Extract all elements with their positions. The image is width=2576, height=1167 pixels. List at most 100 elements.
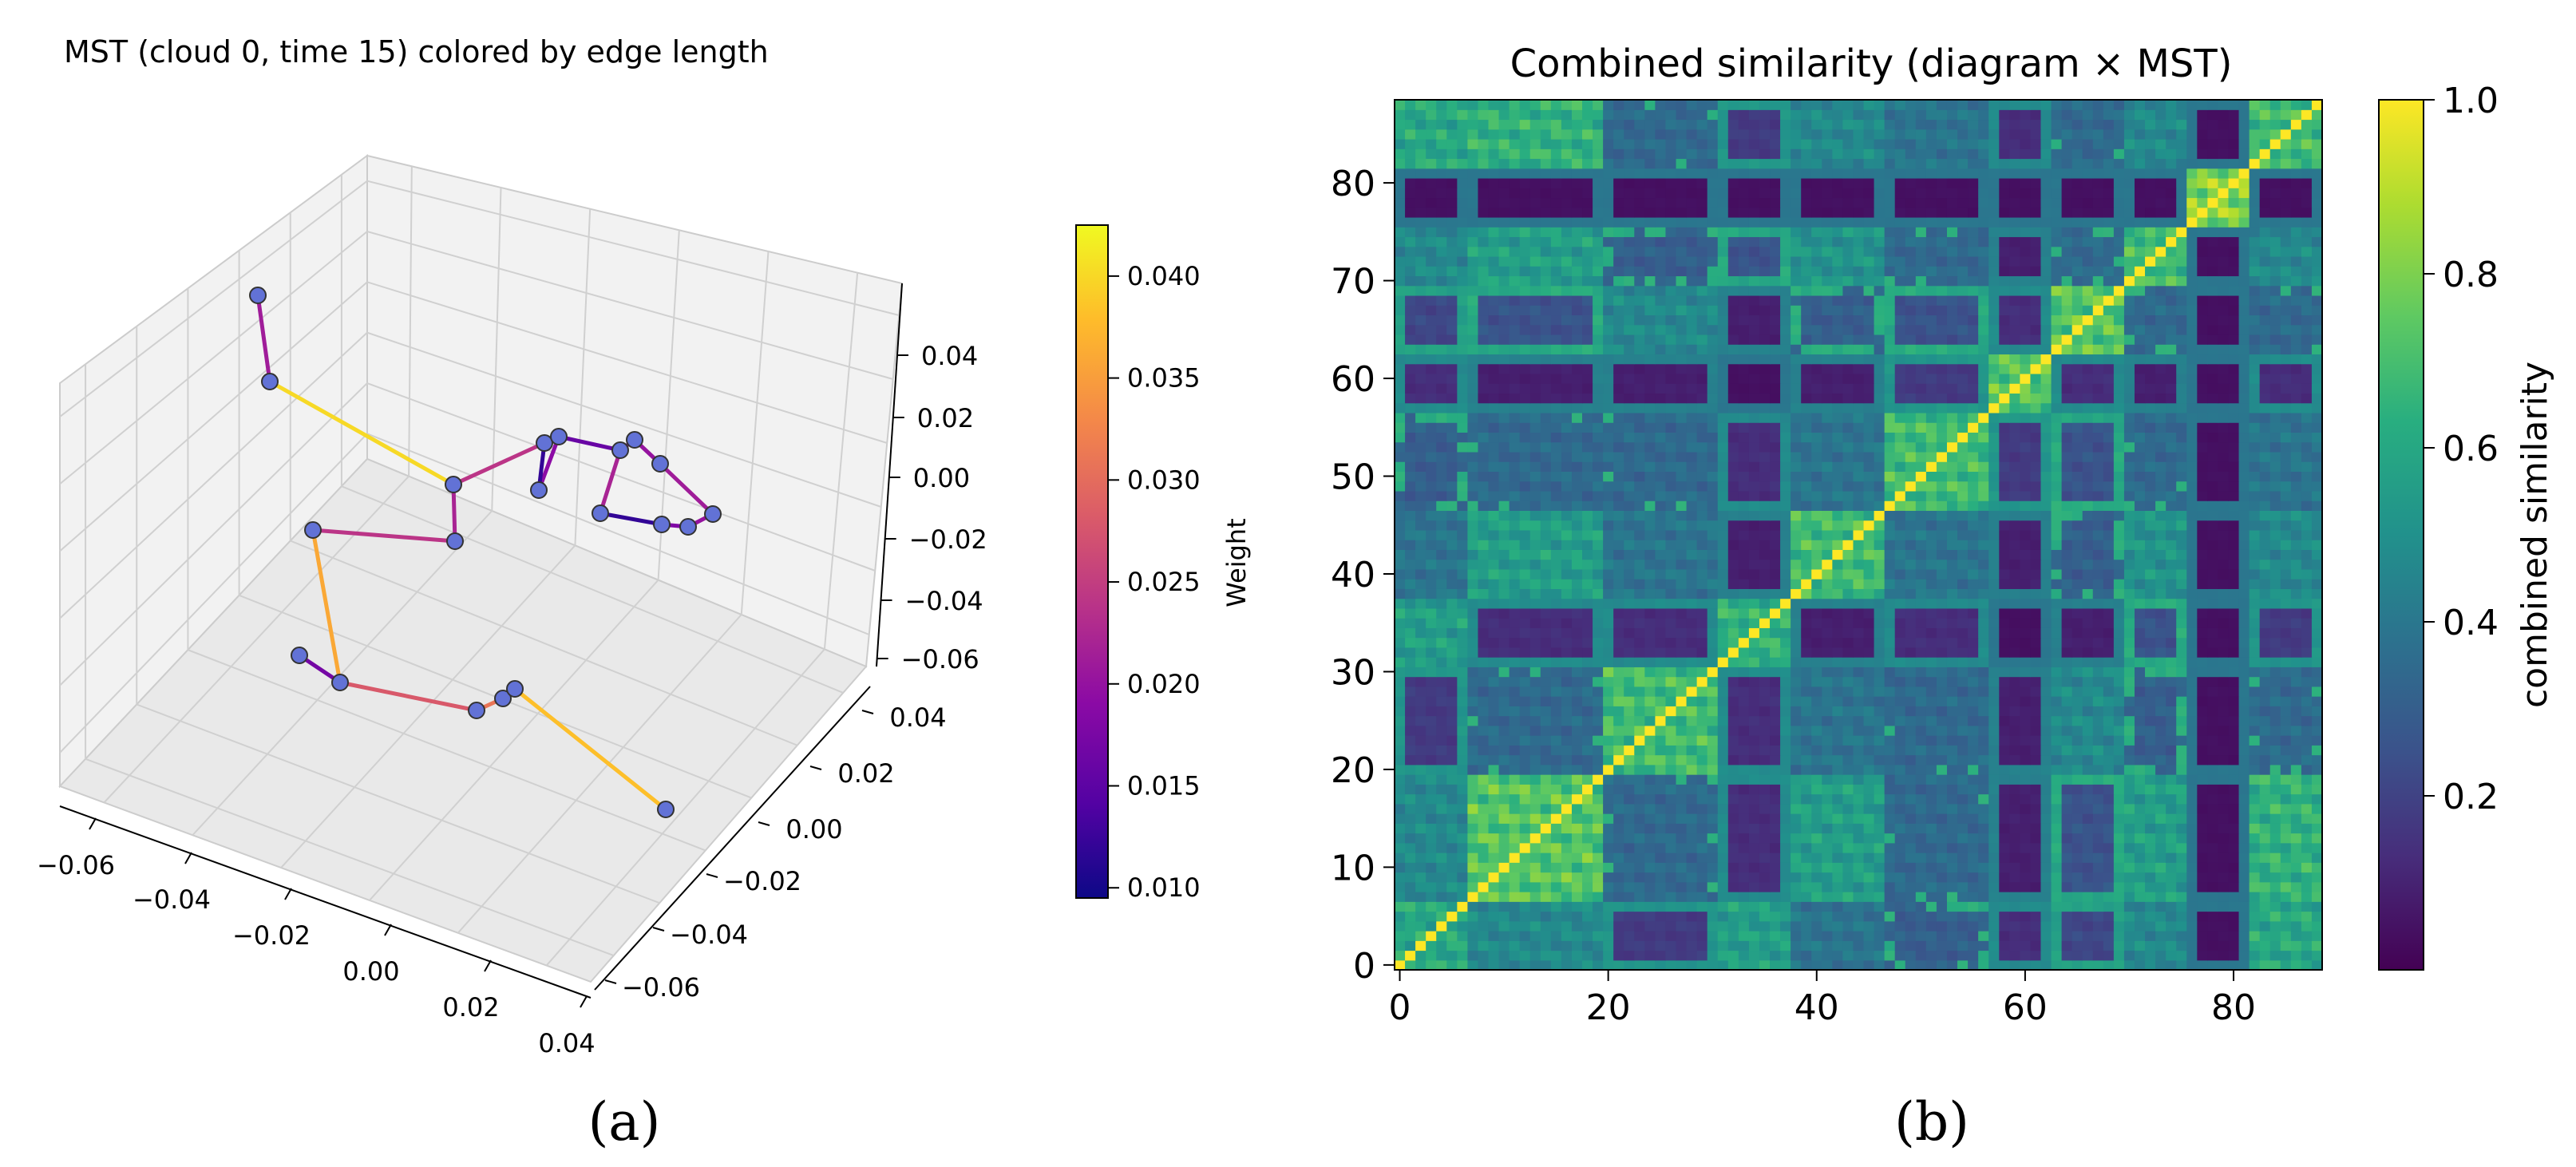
heatmap-cell xyxy=(1446,588,1458,599)
heatmap-cell xyxy=(1748,540,1760,550)
heatmap-cell xyxy=(1655,676,1667,687)
heatmap-cell xyxy=(2009,588,2020,599)
heatmap-cell xyxy=(1426,490,1437,501)
heatmap-cell xyxy=(2030,793,2042,805)
heatmap-cell xyxy=(1811,540,1822,550)
heatmap-cell xyxy=(1822,764,1833,775)
heatmap-cell xyxy=(1519,529,1531,540)
heatmap-cell xyxy=(1946,745,1958,756)
heatmap-cell xyxy=(1894,892,1906,902)
heatmap-cell xyxy=(1571,657,1583,667)
heatmap-cell xyxy=(1717,764,1729,775)
heatmap-cell xyxy=(1696,520,1708,531)
heatmap-cell xyxy=(1696,500,1708,511)
heatmap-cell xyxy=(1540,803,1552,814)
heatmap-cell xyxy=(1946,842,1958,853)
heatmap-cell xyxy=(1613,667,1624,678)
heatmap-cell xyxy=(2020,745,2032,756)
heatmap-cell xyxy=(2249,667,2261,678)
heatmap-cell xyxy=(1478,598,1490,609)
heatmap-cell xyxy=(2113,540,2125,550)
heatmap-cell xyxy=(1811,568,1822,580)
heatmap-cell xyxy=(1748,500,1760,511)
heatmap-cell xyxy=(1571,490,1583,501)
heatmap-cell xyxy=(2051,510,2063,521)
heatmap-cell xyxy=(1644,540,1656,550)
heatmap-cell xyxy=(1634,706,1645,717)
heatmap-cell xyxy=(1780,529,1791,540)
heatmap-cell xyxy=(2155,588,2166,599)
heatmap-cell xyxy=(1395,451,1406,462)
heatmap-cell xyxy=(1488,754,1500,765)
heatmap-cell xyxy=(2197,793,2208,805)
heatmap-cell xyxy=(1686,607,1698,619)
heatmap-cell xyxy=(1707,784,1719,795)
heatmap-cell xyxy=(2061,784,2073,795)
heatmap-cell xyxy=(1395,579,1406,589)
heatmap-cell xyxy=(2103,441,2115,453)
heatmap-cell xyxy=(1791,764,1802,775)
heatmap-cell xyxy=(1696,588,1708,599)
heatmap-cell xyxy=(1822,784,1833,795)
heatmap-cell xyxy=(2259,940,2271,951)
heatmap-cell xyxy=(2301,540,2313,550)
heatmap-cell xyxy=(2311,588,2323,599)
heatmap-cell xyxy=(2092,901,2104,912)
heatmap-cell xyxy=(1593,715,1604,726)
heatmap-cell xyxy=(1791,627,1802,639)
heatmap-cell xyxy=(1936,451,1948,462)
heatmap-cell xyxy=(1540,559,1552,570)
heatmap-cell xyxy=(1874,451,1886,462)
heatmap-cell xyxy=(1655,892,1667,902)
heatmap-cell xyxy=(2280,706,2292,717)
heatmap-cell xyxy=(2290,853,2302,863)
heatmap-cell xyxy=(1498,725,1510,736)
heatmap-cell xyxy=(1738,764,1750,775)
heatmap-cell xyxy=(1655,959,1667,971)
heatmap-cell xyxy=(2020,901,2032,912)
heatmap-cell xyxy=(2269,461,2281,472)
heatmap-cell xyxy=(2071,931,2083,941)
heatmap-cell xyxy=(2207,529,2219,540)
heatmap-cell xyxy=(1915,647,1927,658)
heatmap-cell xyxy=(1874,959,1886,971)
heatmap-cell xyxy=(1561,607,1573,619)
mst-node xyxy=(530,481,548,499)
heatmap-cell xyxy=(1478,627,1490,639)
heatmap-cell xyxy=(2009,568,2020,580)
heatmap-cell xyxy=(1498,842,1510,853)
heatmap-cell xyxy=(1436,637,1447,648)
heatmap-cell xyxy=(2134,784,2146,795)
heatmap-cell xyxy=(1634,774,1645,785)
heatmap-cell xyxy=(1780,598,1791,609)
heatmap-cell xyxy=(1509,500,1521,511)
heatmap-cell xyxy=(1571,803,1583,814)
heatmap-cell xyxy=(2123,559,2135,570)
heatmap-cell xyxy=(1655,754,1667,765)
heatmap-cell xyxy=(1915,618,1927,628)
heatmap-cell xyxy=(1842,774,1854,785)
heatmap-cell xyxy=(1624,432,1635,443)
heatmap-cell xyxy=(2269,647,2281,658)
heatmap-cell xyxy=(1644,715,1656,726)
heatmap-cell xyxy=(1498,471,1510,482)
heatmap-cell xyxy=(1832,461,1844,472)
heatmap-cell xyxy=(1759,461,1771,472)
heatmap-cell xyxy=(2290,529,2302,540)
heatmap-cell xyxy=(2134,686,2146,697)
heatmap-cell xyxy=(1822,568,1833,580)
heatmap-cell xyxy=(1415,618,1426,628)
heatmap-cell xyxy=(2301,901,2313,912)
heatmap-cell xyxy=(2092,568,2104,580)
heatmap-cell xyxy=(2145,901,2156,912)
heatmap-cell xyxy=(2311,568,2323,580)
heatmap-cell xyxy=(1780,686,1791,697)
heatmap-cell xyxy=(2155,959,2166,971)
heatmap-cell xyxy=(1738,754,1750,765)
heatmap-cell xyxy=(1509,568,1521,580)
heatmap-cell xyxy=(1957,872,1969,883)
heatmap-cell xyxy=(1478,853,1490,863)
heatmap-cell xyxy=(2145,696,2156,706)
heatmap-cell xyxy=(1738,715,1750,726)
heatmap-cell xyxy=(2197,823,2208,834)
